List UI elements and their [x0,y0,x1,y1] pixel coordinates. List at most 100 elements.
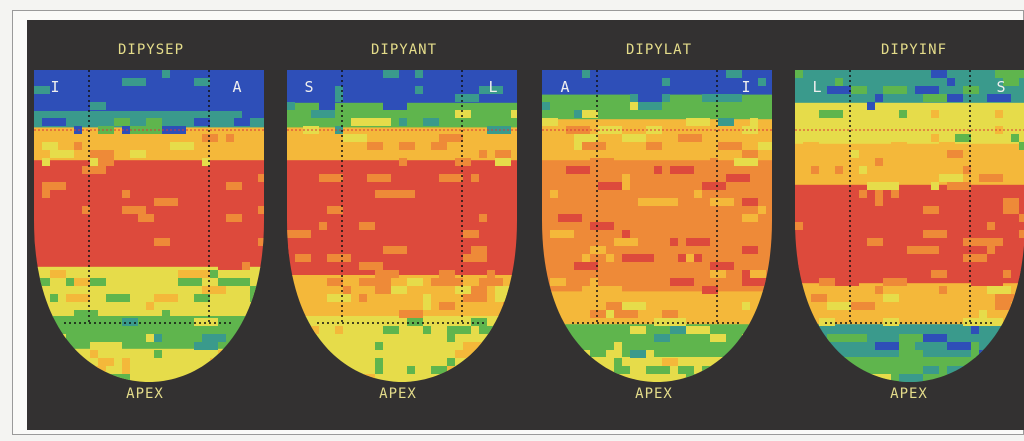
perfusion-pixel [399,158,407,166]
perfusion-pixel [590,310,606,318]
perfusion-pixel [963,214,979,222]
perfusion-pixel [303,214,319,222]
polar-map-display: DIPYSEP DIPYANT DIPYLAT DIPYINF I A S L … [27,20,1024,430]
perfusion-pixel [258,238,264,246]
perfusion-pixel [859,166,867,174]
marker-dipysep-right: A [232,78,242,96]
perfusion-pixel [82,166,106,174]
perfusion-pixel [971,278,979,286]
perfusion-pixel [367,142,383,150]
perfusion-pixel [931,134,939,142]
perfusion-pixel [875,158,883,166]
perfusion-pixel [979,238,1003,246]
perfusion-pixel [479,214,487,222]
polar-map-dipyant [287,70,517,382]
perfusion-pixel [226,214,242,222]
perfusion-pixel [178,270,186,278]
perfusion-pixel [487,270,495,278]
perfusion-pixel [891,142,907,150]
perfusion-pixel [742,334,750,342]
perfusion-pixel [122,190,130,198]
perfusion-pixel [399,166,423,174]
perfusion-pixel [194,318,218,326]
perfusion-pixel [582,142,606,150]
perfusion-pixel [995,294,1019,302]
perfusion-pixel [154,174,162,182]
perfusion-pixel [503,302,511,310]
perfusion-pixel [202,134,218,142]
perfusion-pixel [34,342,58,350]
perfusion-pixel [758,142,772,150]
perfusion-pixel [867,374,891,382]
perfusion-pixel [218,350,242,358]
perfusion-pixel [931,70,947,78]
perfusion-pixel [463,262,479,270]
perfusion-pixel [439,270,455,278]
perfusion-pixel [423,118,439,126]
perfusion-pixel [827,86,851,94]
perfusion-pixel [654,198,678,206]
perfusion-band [34,316,264,350]
perfusion-pixel [42,358,66,366]
apex-label-dipyant: APEX [379,386,417,402]
perfusion-pixel [654,166,662,174]
perfusion-pixel [598,182,622,190]
perfusion-pixel [678,134,702,142]
perfusion-pixel [795,70,803,78]
perfusion-pixel [34,86,50,94]
perfusion-pixel [98,158,114,166]
perfusion-pixel [811,166,819,174]
perfusion-band [795,184,1024,285]
perfusion-pixel [803,142,819,150]
perfusion-pixel [471,222,479,230]
perfusion-pixel [851,150,859,158]
perfusion-pixel [391,190,415,198]
perfusion-pixel [455,94,479,102]
perfusion-pixel [335,182,359,190]
perfusion-pixel [574,262,590,270]
perfusion-pixel [431,366,455,374]
perfusion-pixel [979,278,1003,286]
perfusion-pixel [82,206,90,214]
perfusion-pixel [867,102,875,110]
perfusion-pixel [359,278,383,286]
perfusion-pixel [98,358,114,366]
perfusion-pixel [742,374,766,382]
perfusion-pixel [915,86,939,94]
perfusion-pixel [883,342,907,350]
perfusion-pixel [542,118,558,126]
perfusion-pixel [287,230,303,238]
perfusion-pixel [662,94,670,102]
perfusion-pixel [883,230,907,238]
perfusion-pixel [439,302,455,310]
perfusion-pixel [343,286,351,294]
perfusion-pixel [710,334,726,342]
perfusion-pixel [971,86,979,94]
perfusion-pixel [258,174,264,182]
perfusion-pixel [178,254,186,262]
perfusion-pixel [987,94,1011,102]
perfusion-pixel [947,150,963,158]
perfusion-pixel [162,86,178,94]
perfusion-pixel [630,102,638,110]
perfusion-pixel [835,166,843,174]
perfusion-pixel [250,366,264,374]
perfusion-pixel [194,294,210,302]
perfusion-pixel [375,366,383,374]
perfusion-pixel [835,78,843,86]
perfusion-pixel [811,294,827,302]
perfusion-pixel [686,118,710,126]
perfusion-pixel [1019,230,1024,238]
perfusion-pixel [875,190,883,198]
perfusion-pixel [503,358,517,366]
perfusion-pixel [558,278,566,286]
perfusion-pixel [122,358,130,366]
perfusion-pixel [250,166,264,174]
perfusion-pixel [130,214,154,222]
panel-title-dipyinf: DIPYINF [880,42,948,58]
perfusion-pixel [742,150,758,158]
perfusion-pixel [566,166,590,174]
perfusion-pixel [742,214,758,222]
perfusion-pixel [939,142,955,150]
perfusion-pixel [923,366,939,374]
